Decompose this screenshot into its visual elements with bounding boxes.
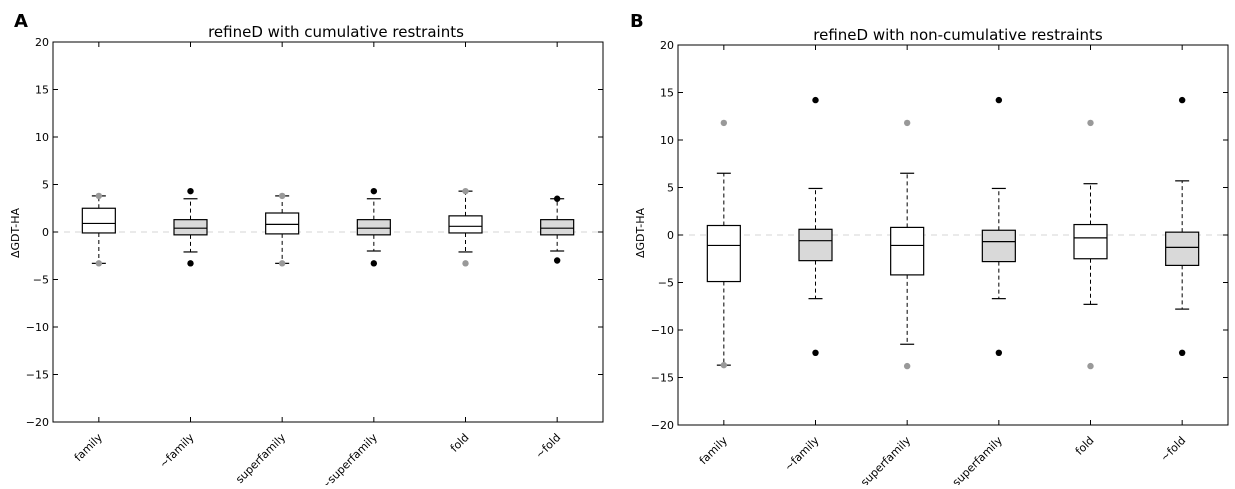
box-superfamily	[265, 192, 300, 267]
iqr-box	[356, 219, 391, 236]
outlier-point	[903, 119, 911, 127]
outlier-point	[720, 361, 728, 369]
iqr-box	[1073, 223, 1108, 260]
plot-frame	[52, 41, 604, 423]
y-tick-label: 15	[660, 87, 674, 100]
y-tick-label: −15	[26, 369, 49, 382]
iqr-box	[173, 219, 208, 236]
y-tick-label: 0	[667, 229, 674, 242]
box-not-family	[798, 96, 833, 356]
outlier-point	[187, 187, 194, 195]
outlier-point	[720, 119, 728, 127]
y-tick-label: 15	[35, 84, 49, 97]
y-tick-label: 0	[42, 226, 49, 239]
plot-frame	[677, 44, 1229, 426]
outlier-point	[553, 195, 561, 202]
outlier-point	[1178, 96, 1186, 104]
box-fold	[448, 187, 483, 267]
x-tick-label: ~family	[782, 434, 822, 474]
y-tick-label: −10	[651, 324, 674, 337]
box-not-superfamily	[356, 187, 391, 267]
iqr-box	[798, 228, 833, 262]
box-not-fold	[540, 195, 575, 264]
box-not-superfamily	[981, 96, 1016, 356]
y-tick-label: 5	[42, 179, 49, 192]
y-tick-label: −10	[26, 321, 49, 334]
outlier-point	[995, 96, 1003, 104]
outlier-point	[278, 192, 286, 200]
box-family	[81, 192, 116, 267]
iqr-box	[448, 215, 483, 234]
y-tick-label: 20	[35, 36, 49, 49]
panel-b: B refineD with non-cumulative restraints…	[630, 11, 1229, 489]
iqr-box	[890, 226, 925, 276]
x-tick-label: ~superfamily	[943, 434, 1005, 485]
iqr-box	[540, 219, 575, 236]
y-tick-label: −5	[33, 274, 49, 287]
y-tick-label: 10	[35, 131, 49, 144]
x-tick-label: fold	[1073, 434, 1097, 458]
y-axis-label: ΔGDT-HA	[9, 208, 22, 258]
chart-title: refineD with cumulative restraints	[208, 23, 464, 41]
outlier-point	[370, 187, 378, 195]
x-tick-label: superfamily	[233, 431, 288, 485]
iqr-box	[981, 229, 1016, 263]
y-tick-label: 5	[667, 182, 674, 195]
box-superfamily	[890, 119, 925, 370]
box-family	[706, 119, 741, 369]
iqr-box	[81, 207, 116, 234]
outlier-point	[95, 260, 103, 267]
outlier-point	[812, 349, 819, 356]
outlier-point	[903, 362, 911, 370]
x-tick-label: ~family	[157, 431, 197, 471]
plot-area: −20 −15 −10 −5 0 5 10 15 20 family ~family superfam…	[26, 36, 604, 489]
x-tick-label: family	[72, 431, 106, 465]
outlier-point	[1178, 349, 1186, 356]
box-not-fold	[1165, 96, 1200, 356]
box-fold	[1073, 119, 1108, 370]
iqr-box	[265, 212, 300, 235]
outlier-point	[370, 260, 378, 267]
outlier-point	[1087, 119, 1094, 127]
iqr-box	[1165, 231, 1200, 266]
iqr-box	[706, 224, 741, 283]
y-tick-label: −20	[26, 416, 49, 429]
outlier-point	[462, 187, 469, 195]
box-not-family	[173, 187, 208, 267]
panel-letter: B	[630, 11, 644, 32]
outlier-point	[812, 96, 819, 104]
x-tick-label: family	[697, 434, 731, 468]
panel-a: A refineD with cumulative restraints ΔGD…	[9, 11, 604, 489]
chart-title: refineD with non-cumulative restraints	[813, 26, 1103, 44]
y-tick-label: 20	[660, 39, 674, 52]
x-tick-label: ~fold	[1158, 434, 1188, 464]
panel-letter: A	[14, 11, 28, 32]
x-tick-label: ~superfamily	[318, 431, 380, 485]
y-tick-label: −5	[658, 277, 674, 290]
plot-area: −20 −15 −10 −5 0 5 10 15 20 family ~family superfam…	[651, 39, 1229, 489]
y-tick-label: −15	[651, 372, 674, 385]
outlier-point	[553, 257, 561, 264]
x-tick-label: superfamily	[858, 434, 913, 485]
outlier-point	[278, 260, 286, 267]
x-tick-label: fold	[448, 431, 472, 455]
outlier-point	[187, 260, 194, 267]
outlier-point	[462, 260, 469, 267]
outlier-point	[995, 349, 1003, 356]
x-tick-label: ~fold	[533, 431, 563, 461]
outlier-point	[95, 192, 103, 200]
y-axis-label: ΔGDT-HA	[634, 208, 647, 258]
y-tick-label: −20	[651, 419, 674, 432]
y-tick-label: 10	[660, 134, 674, 147]
outlier-point	[1087, 362, 1094, 370]
